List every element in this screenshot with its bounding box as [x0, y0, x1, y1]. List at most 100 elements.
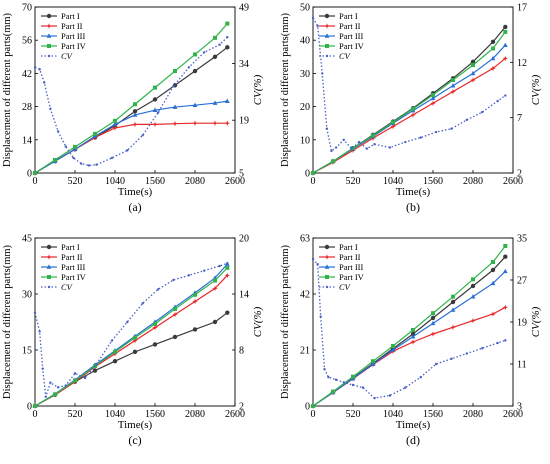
data-point: [56, 130, 60, 133]
data-point: [49, 107, 52, 111]
data-point: [450, 127, 453, 130]
series-cv: [33, 35, 229, 167]
y-axis-label: Displacement of different parts(mm): [2, 12, 13, 167]
y2-tick-label: 3: [517, 402, 522, 413]
data-point: [87, 164, 91, 167]
y-tick-label: 42: [22, 69, 32, 80]
data-point: [504, 339, 507, 342]
data-point: [311, 257, 315, 261]
legend-label: Part III: [61, 31, 85, 41]
data-point: [411, 106, 415, 111]
data-point: [192, 298, 198, 305]
y-axis-label: Displacement of different parts(mm): [280, 12, 291, 167]
data-point: [33, 66, 37, 69]
legend-label: CV: [61, 282, 74, 292]
data-point: [490, 267, 496, 273]
legend-label: Part II: [61, 252, 83, 262]
data-point: [323, 368, 326, 371]
y2-tick-label: 19: [239, 116, 249, 127]
data-point: [212, 100, 218, 105]
data-point: [351, 374, 355, 379]
data-point: [38, 330, 41, 333]
data-point: [38, 68, 41, 71]
x-tick-label: 520: [68, 176, 83, 187]
data-point: [112, 359, 118, 364]
data-point: [33, 171, 37, 175]
plot-frame: [34, 237, 236, 407]
data-point: [213, 278, 217, 283]
data-point: [172, 278, 175, 282]
y-tick-label: 70: [22, 3, 32, 14]
data-point: [471, 277, 475, 282]
data-point: [325, 127, 329, 130]
data-point: [496, 99, 499, 103]
data-point: [311, 16, 315, 20]
data-point: [110, 339, 114, 342]
x-tick-label: 2080: [463, 409, 483, 420]
data-point: [212, 54, 218, 59]
data-point: [373, 396, 376, 400]
data-point: [450, 357, 453, 360]
data-point: [491, 46, 495, 51]
x-tick-label: 1560: [145, 176, 165, 187]
data-point: [72, 156, 75, 160]
x-axis-label: Time(s): [396, 186, 431, 198]
data-point: [172, 104, 178, 109]
legend-label: Part II: [339, 21, 361, 31]
data-point: [411, 328, 415, 332]
data-point: [410, 334, 416, 339]
data-point: [133, 335, 137, 340]
legend-marker: [46, 254, 52, 260]
x-tick-label: 0: [311, 176, 316, 187]
data-point: [388, 146, 392, 149]
legend-label: Part I: [61, 11, 80, 21]
series-cv: [311, 16, 507, 153]
data-point: [490, 55, 496, 61]
legend-label: Part I: [339, 11, 358, 21]
data-point: [156, 288, 160, 291]
x-axis-label: Time(s): [118, 419, 153, 431]
legend-label: Part I: [61, 242, 80, 252]
panel-label: (d): [406, 433, 420, 447]
legend-marker: [47, 44, 51, 48]
y2-axis-label: CV(%): [530, 306, 542, 337]
data-point: [53, 157, 57, 162]
legend-label: Part II: [339, 252, 361, 262]
legend-marker: [324, 244, 330, 250]
y2-tick-label: 34: [239, 59, 249, 70]
data-point: [172, 334, 178, 340]
data-point: [64, 145, 67, 148]
data-point: [490, 311, 496, 317]
data-point: [311, 171, 315, 175]
data-point: [172, 120, 178, 127]
y2-tick-label: 8: [239, 346, 244, 357]
data-point: [434, 362, 438, 366]
data-point: [193, 292, 197, 297]
data-point: [388, 394, 392, 397]
panel-label: (c): [128, 433, 141, 447]
x-tick-label: 0: [33, 176, 38, 187]
y-tick-label: 30: [300, 69, 310, 80]
series-line: [34, 100, 228, 174]
x-tick-label: 520: [346, 409, 361, 420]
data-point: [350, 147, 353, 150]
data-point: [503, 24, 508, 30]
data-point: [450, 83, 456, 88]
x-tick-label: 1560: [423, 176, 443, 187]
data-point: [132, 349, 138, 355]
data-point: [365, 147, 369, 150]
data-point: [431, 311, 435, 316]
data-point: [503, 254, 508, 259]
data-point: [470, 70, 476, 76]
data-point: [496, 341, 499, 345]
series-part-iii: [310, 42, 508, 175]
data-point: [404, 386, 407, 389]
data-point: [153, 321, 157, 326]
panel-label: (a): [128, 200, 141, 214]
legend-marker: [325, 44, 329, 48]
data-point: [212, 319, 218, 325]
data-point: [33, 404, 37, 408]
legend-label: Part III: [339, 31, 363, 41]
data-point: [502, 55, 509, 62]
series-part-i: [32, 310, 230, 409]
